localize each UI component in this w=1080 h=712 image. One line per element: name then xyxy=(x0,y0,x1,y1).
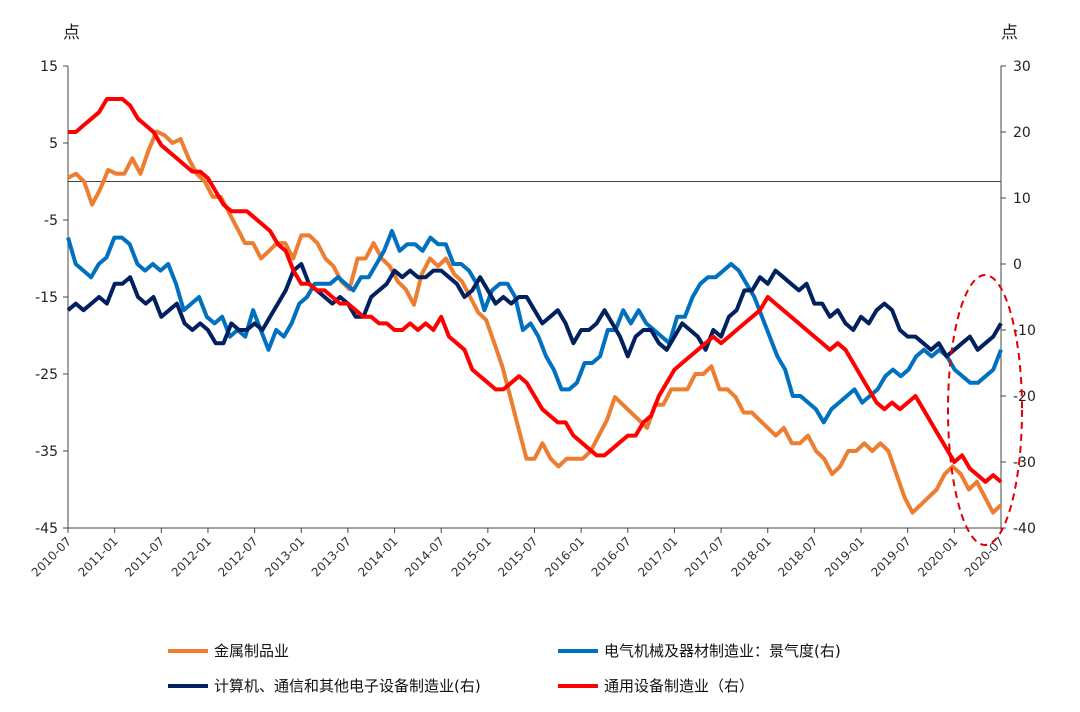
x-tick-label: 2019-01 xyxy=(822,534,867,579)
x-tick-label: 2016-01 xyxy=(542,534,587,579)
right-tick-label: 10 xyxy=(1013,191,1031,207)
x-tick-label: 2018-07 xyxy=(775,534,820,579)
x-tick-label: 2015-01 xyxy=(449,534,494,579)
x-tick-label: 2011-01 xyxy=(75,534,120,579)
x-tick-label: 2012-07 xyxy=(215,534,260,579)
x-tick-label: 2020-01 xyxy=(915,534,960,579)
right-tick-label: -40 xyxy=(1013,521,1036,537)
legend-item-metal: 金属制品业 xyxy=(168,640,289,661)
x-tick-label: 2017-01 xyxy=(635,534,680,579)
series-line-1 xyxy=(66,229,1003,425)
axes: 15 5 -5 -15 -25 -35 -45 30 20 10 0 -10 -20 -30 -40 2010… xyxy=(29,59,1036,580)
legend-label: 通用设备制造业（右） xyxy=(604,677,755,695)
series-line-2 xyxy=(66,262,1003,359)
right-tick-label: 0 xyxy=(1013,257,1022,273)
legend-item-general: 通用设备制造业（右） xyxy=(558,675,754,696)
series-line-3 xyxy=(68,97,1003,484)
series-layer xyxy=(66,97,1003,515)
legend-swatch xyxy=(168,683,208,688)
x-tick-label: 2016-07 xyxy=(589,534,634,579)
legend-label: 金属制品业 xyxy=(214,642,290,660)
x-tick-label: 2011-07 xyxy=(122,534,167,579)
legend-label: 计算机、通信和其他电子设备制造业(右) xyxy=(214,677,481,695)
left-tick-label: -5 xyxy=(44,213,58,229)
left-tick-label: 5 xyxy=(49,136,58,152)
x-tick-label: 2014-07 xyxy=(402,534,447,579)
right-tick-label: -10 xyxy=(1013,323,1036,339)
left-tick-label: -15 xyxy=(35,290,58,306)
legend-swatch xyxy=(558,648,598,653)
right-tick-label: 30 xyxy=(1013,59,1031,75)
left-tick-label: 15 xyxy=(40,59,58,75)
highlight-ellipse xyxy=(947,274,1023,546)
x-tick-label: 2015-07 xyxy=(495,534,540,579)
legend-swatch xyxy=(168,648,208,653)
x-tick-label: 2020-07 xyxy=(962,534,1007,579)
x-tick-label: 2013-07 xyxy=(309,534,354,579)
right-axis-unit: 点 xyxy=(1001,23,1018,43)
x-tick-label: 2010-07 xyxy=(29,534,74,579)
x-tick-label: 2017-07 xyxy=(682,534,727,579)
left-tick-label: -45 xyxy=(35,521,58,537)
x-tick-label: 2014-01 xyxy=(355,534,400,579)
series-line-0 xyxy=(67,129,1003,515)
left-tick-label: -35 xyxy=(35,444,58,460)
right-tick-label: -20 xyxy=(1013,389,1036,405)
legend-item-electrical: 电气机械及器材制造业：景气度(右) xyxy=(558,640,841,661)
x-tick-label: 2018-01 xyxy=(729,534,774,579)
left-tick-label: -25 xyxy=(35,367,58,383)
x-tick-label: 2013-01 xyxy=(262,534,307,579)
legend-swatch xyxy=(558,683,598,688)
right-tick-label: -30 xyxy=(1013,455,1036,471)
right-tick-label: 20 xyxy=(1013,125,1031,141)
x-tick-label: 2019-07 xyxy=(868,534,913,579)
left-axis-unit: 点 xyxy=(63,23,80,43)
legend-label: 电气机械及器材制造业：景气度(右) xyxy=(604,642,841,660)
x-tick-label: 2012-01 xyxy=(169,534,214,579)
legend-item-computer: 计算机、通信和其他电子设备制造业(右) xyxy=(168,675,481,696)
